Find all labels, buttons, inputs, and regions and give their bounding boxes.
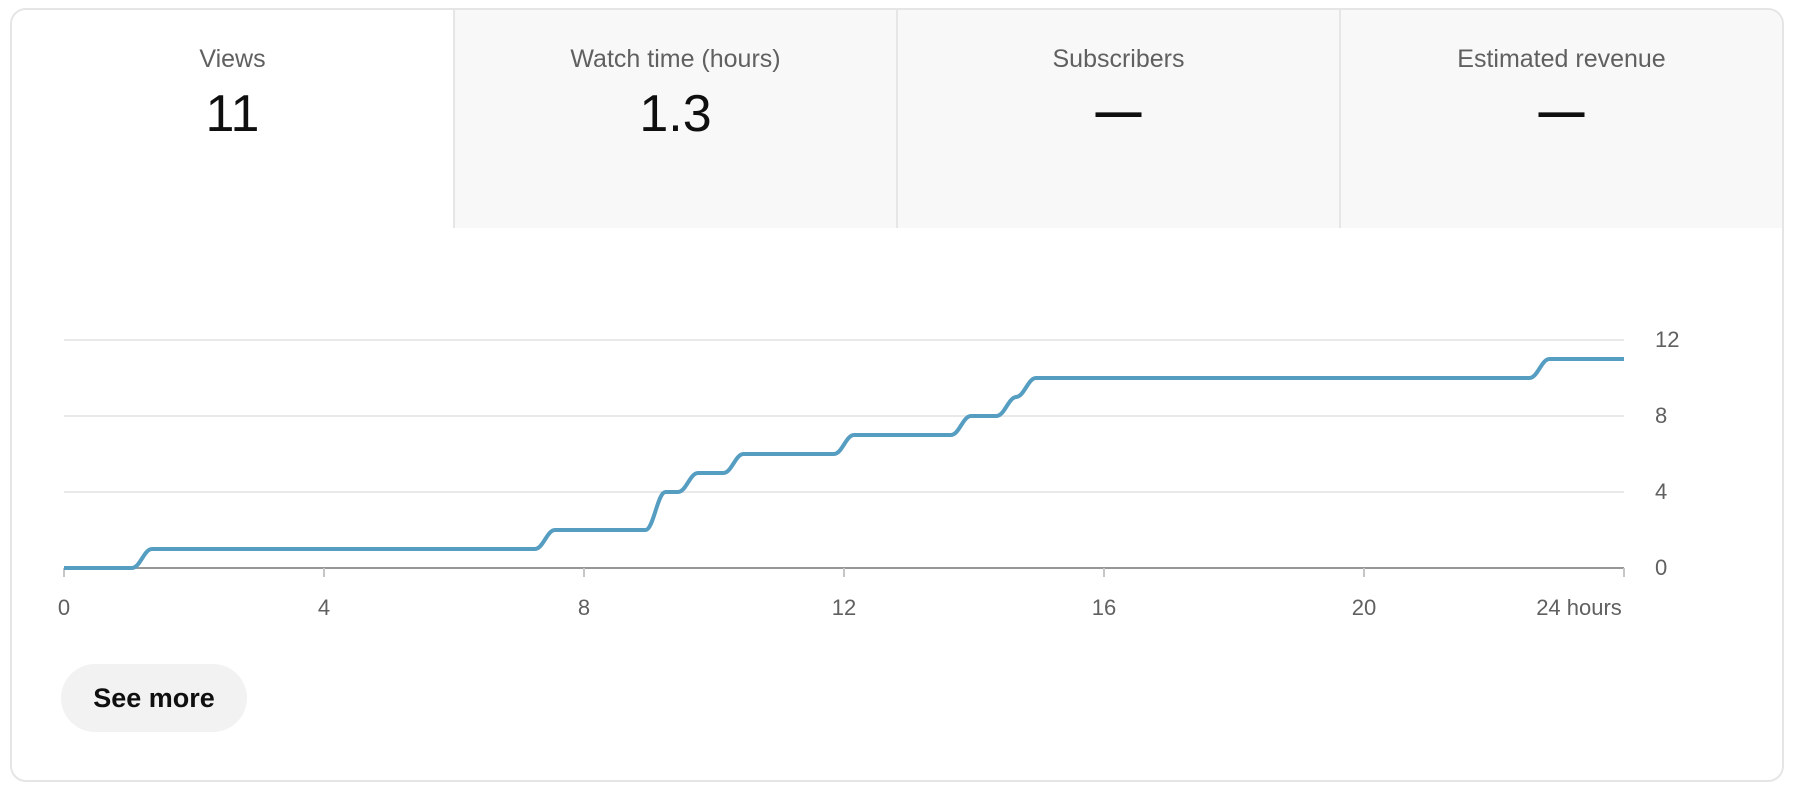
- y-axis-label-8: 8: [1655, 403, 1668, 428]
- tab-estimated-revenue[interactable]: Estimated revenue —: [1339, 10, 1782, 228]
- tab-estimated-revenue-label: Estimated revenue: [1457, 45, 1666, 73]
- y-axis-label-4: 4: [1655, 479, 1668, 504]
- views-line-chart-svg: [63, 339, 1625, 577]
- x-axis-label-12: 12: [831, 595, 857, 620]
- y-axis-label-12: 12: [1655, 327, 1680, 352]
- tab-estimated-revenue-value: —: [1538, 85, 1585, 137]
- tab-subscribers-value: —: [1095, 85, 1142, 137]
- tab-watch-time-label: Watch time (hours): [570, 45, 781, 73]
- tab-subscribers-label: Subscribers: [1052, 45, 1185, 73]
- views-line-chart: 0 4 8 12 16 20 24 hours 0 4 8 12: [12, 228, 1782, 648]
- x-axis-label-8: 8: [577, 595, 591, 620]
- x-axis-label-20: 20: [1351, 595, 1377, 620]
- x-axis-label-16: 16: [1091, 595, 1117, 620]
- metric-tabs: Views 11 Watch time (hours) 1.3 Subscrib…: [12, 10, 1782, 228]
- x-axis-label-4: 4: [317, 595, 331, 620]
- x-axis-label-24: 24 hours: [1536, 595, 1622, 620]
- y-axis-label-0: 0: [1655, 555, 1668, 580]
- analytics-card: Views 11 Watch time (hours) 1.3 Subscrib…: [10, 8, 1784, 782]
- see-more-button[interactable]: See more: [61, 664, 247, 732]
- tab-views-value: 11: [205, 85, 260, 143]
- tab-watch-time-value: 1.3: [639, 85, 712, 143]
- tab-watch-time[interactable]: Watch time (hours) 1.3: [453, 10, 896, 228]
- views-series-line: [64, 357, 1624, 570]
- x-axis-label-0: 0: [57, 595, 71, 620]
- tab-subscribers[interactable]: Subscribers —: [896, 10, 1339, 228]
- tab-views-label: Views: [199, 45, 266, 73]
- tab-views[interactable]: Views 11: [12, 10, 453, 228]
